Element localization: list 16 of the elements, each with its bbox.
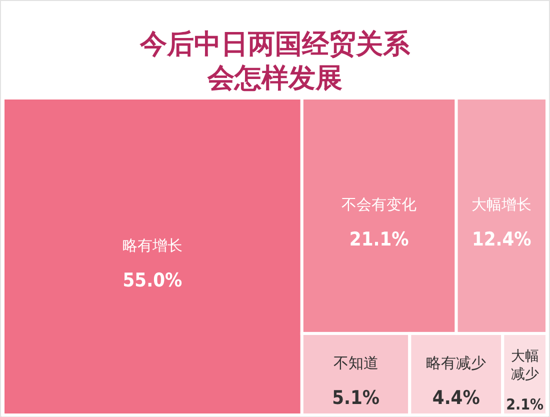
data-label: 12.4%	[472, 228, 532, 251]
category-label: 大幅减少	[510, 348, 539, 383]
text: 今后中日两国经贸关系会怎样发展	[138, 28, 411, 96]
cell: 大幅增长 12.4%	[454, 96, 548, 335]
cell: 不会有变化 21.1%	[300, 96, 458, 335]
category-label: 不会有变化	[342, 196, 417, 214]
category-label: 略有增长	[122, 236, 182, 254]
category-label: 不知道	[333, 354, 378, 372]
data-label: 21.1%	[349, 228, 409, 251]
cell: 略有增长 55.0%	[2, 96, 304, 416]
data-label: 4.4%	[432, 387, 480, 410]
data-label: 55.0%	[122, 270, 182, 292]
data-label: 2.1%	[506, 396, 544, 414]
category-label: 大幅增长	[472, 196, 532, 214]
category-label: 略有减少	[426, 354, 486, 372]
data-label: 5.1%	[332, 387, 380, 410]
